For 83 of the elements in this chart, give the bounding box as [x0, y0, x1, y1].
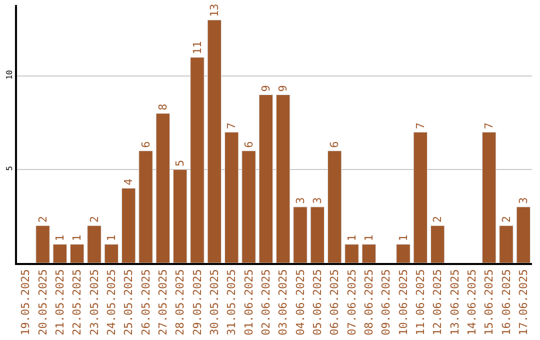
- data-label: 1: [53, 234, 66, 242]
- x-tick-label: 19.05.2025: [19, 269, 32, 336]
- x-tick-label: 28.05.2025: [174, 269, 187, 336]
- data-label: 7: [414, 122, 427, 130]
- bar: [172, 169, 188, 263]
- bar: [276, 94, 290, 263]
- x-tick-label: 23.05.2025: [88, 269, 101, 336]
- x-tick-label: 29.05.2025: [190, 269, 204, 336]
- data-label: 6: [139, 141, 152, 148]
- bar: [121, 188, 136, 263]
- bar: [396, 244, 410, 263]
- data-label: 7: [225, 122, 238, 130]
- bar: [344, 244, 359, 263]
- bar: [190, 57, 204, 263]
- bar: [413, 132, 428, 263]
- x-tick-label: 03.06.2025: [276, 269, 290, 336]
- x-tick-label: 02.06.2025: [259, 269, 272, 336]
- x-tick-label: 25.05.2025: [122, 269, 136, 336]
- bar: [36, 225, 50, 263]
- data-label: 3: [294, 197, 307, 204]
- data-label: 6: [242, 141, 256, 148]
- bar: [499, 225, 514, 263]
- data-label: 9: [276, 85, 290, 92]
- x-tick-label: 21.05.2025: [53, 269, 66, 336]
- x-tick-label: 07.06.2025: [345, 269, 358, 336]
- bar: [430, 225, 445, 263]
- bar: [52, 244, 68, 263]
- data-label: 1: [396, 234, 410, 242]
- x-tick-label: 01.06.2025: [242, 269, 256, 336]
- x-tick-label: 24.05.2025: [104, 269, 118, 336]
- bar: [138, 150, 153, 263]
- x-tick-label: 20.05.2025: [36, 269, 50, 336]
- data-label: 11: [190, 41, 204, 54]
- bar: [310, 206, 325, 263]
- x-tick-label: 09.06.2025: [380, 269, 393, 336]
- y-tick-label: 10: [5, 70, 14, 80]
- x-tick-label: 22.05.2025: [70, 269, 84, 336]
- bar: [362, 244, 376, 263]
- bar: [293, 206, 308, 263]
- data-label: 7: [482, 122, 496, 130]
- data-label: 2: [36, 216, 50, 223]
- bar: [207, 20, 222, 263]
- x-tick-label: 16.06.2025: [500, 269, 513, 336]
- x-tick-label: 27.05.2025: [156, 269, 170, 336]
- data-label: 3: [516, 197, 530, 204]
- x-tick-label: 12.06.2025: [431, 269, 444, 336]
- data-label: 9: [259, 85, 272, 92]
- bar: [104, 244, 119, 263]
- x-tick-label: 08.06.2025: [362, 269, 376, 336]
- x-tick-label: 06.06.2025: [328, 269, 342, 336]
- x-tick-label: 31.05.2025: [225, 269, 238, 336]
- bar: [70, 244, 84, 263]
- data-label: 3: [310, 197, 324, 204]
- bar: [327, 150, 342, 263]
- data-label: 2: [88, 216, 101, 223]
- x-tick-label: 30.05.2025: [208, 269, 221, 336]
- bar: [516, 206, 531, 263]
- x-tick-label: 14.06.2025: [465, 269, 478, 336]
- data-label: 1: [345, 234, 358, 242]
- bar: [258, 94, 274, 263]
- x-tick-label: 11.06.2025: [414, 269, 427, 336]
- data-label: 1: [70, 234, 84, 242]
- x-tick-label: 05.06.2025: [310, 269, 324, 336]
- bar: [482, 132, 496, 263]
- data-label: 2: [500, 216, 513, 223]
- bar: [87, 225, 102, 263]
- x-tick-label: 13.06.2025: [448, 269, 462, 336]
- data-label: 13: [208, 4, 221, 17]
- bar: [242, 150, 256, 263]
- bar: [224, 132, 239, 263]
- data-label: 6: [328, 141, 342, 148]
- data-label: 2: [431, 216, 444, 223]
- x-tick-label: 26.05.2025: [139, 269, 152, 336]
- x-tick-label: 17.06.2025: [516, 269, 530, 336]
- data-label: 5: [174, 160, 187, 167]
- data-label: 1: [362, 234, 376, 242]
- x-tick-label: 10.06.2025: [396, 269, 410, 336]
- x-tick-label: 04.06.2025: [294, 269, 307, 336]
- bar: [156, 113, 170, 263]
- x-tick-label: 15.06.2025: [482, 269, 496, 336]
- data-label: 4: [122, 178, 136, 186]
- data-label: 8: [156, 104, 170, 110]
- data-label: 1: [104, 234, 118, 242]
